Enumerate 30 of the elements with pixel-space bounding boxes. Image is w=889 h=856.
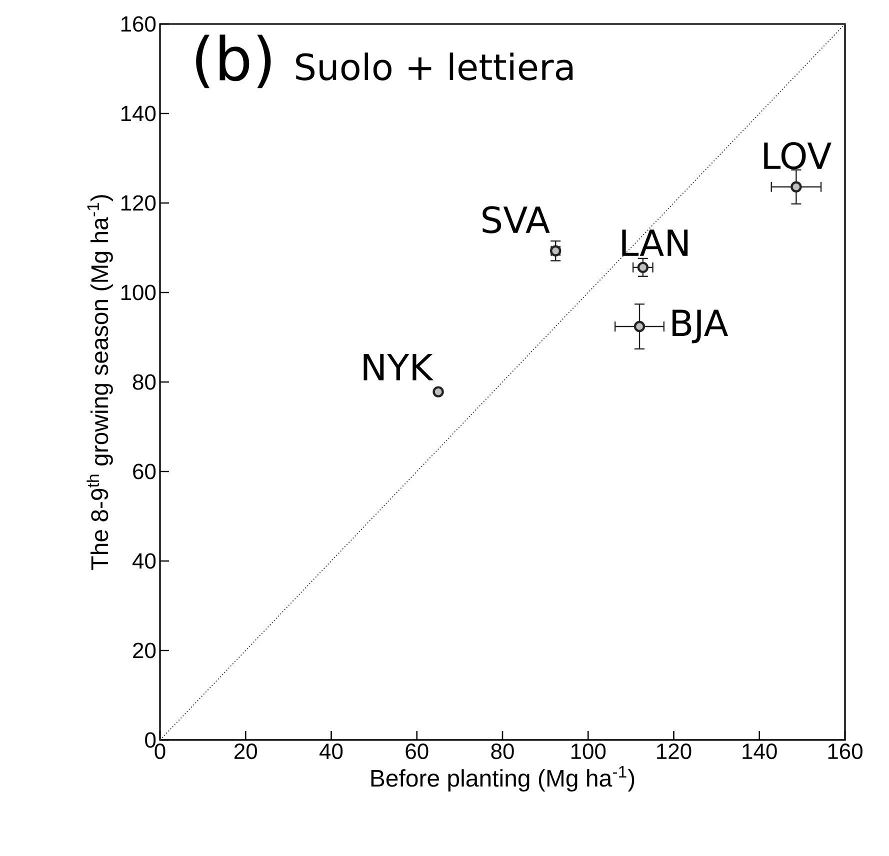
- x-tick-label: 160: [828, 744, 862, 760]
- annotation: LOV: [764, 142, 832, 170]
- y-axis-title: The 8-9$^{th}$ growing season (Mg ha$^{-1}$): [86, 195, 113, 570]
- point: [634, 320, 646, 332]
- y-tick-label: 100: [121, 284, 156, 300]
- y-tick-label: 160: [121, 16, 156, 32]
- annotation: SVA: [482, 206, 550, 234]
- x-tick-label: 60: [406, 744, 428, 760]
- y-tick-label: 20: [133, 642, 156, 658]
- y-tick-label: 60: [133, 464, 156, 480]
- y-tick-label: 80: [132, 374, 156, 390]
- y-tick-label: 140: [121, 106, 156, 122]
- annotation: (b): [196, 34, 271, 88]
- point: [790, 181, 802, 192]
- x-tick-label: 20: [234, 744, 257, 760]
- annotation: BJA: [672, 310, 728, 344]
- x-tick-label: 140: [742, 744, 777, 760]
- x-tick-label: 80: [491, 744, 514, 760]
- y-tick-label: 0: [145, 732, 156, 748]
- x-tick-label: 120: [657, 744, 692, 760]
- y-tick-label: 40: [132, 553, 156, 569]
- point: [637, 262, 649, 274]
- annotation: NYK: [364, 354, 434, 380]
- y-tick-label: 120: [121, 195, 156, 211]
- annotation: Suolo + lettiera: [296, 52, 573, 80]
- point: [432, 386, 444, 398]
- annotation: LAN: [622, 230, 688, 256]
- x-tick-label: 100: [571, 744, 606, 760]
- x-tick-label: 40: [320, 744, 343, 760]
- x-axis-title: Before planting (Mg ha$^{-1}$): [371, 766, 634, 792]
